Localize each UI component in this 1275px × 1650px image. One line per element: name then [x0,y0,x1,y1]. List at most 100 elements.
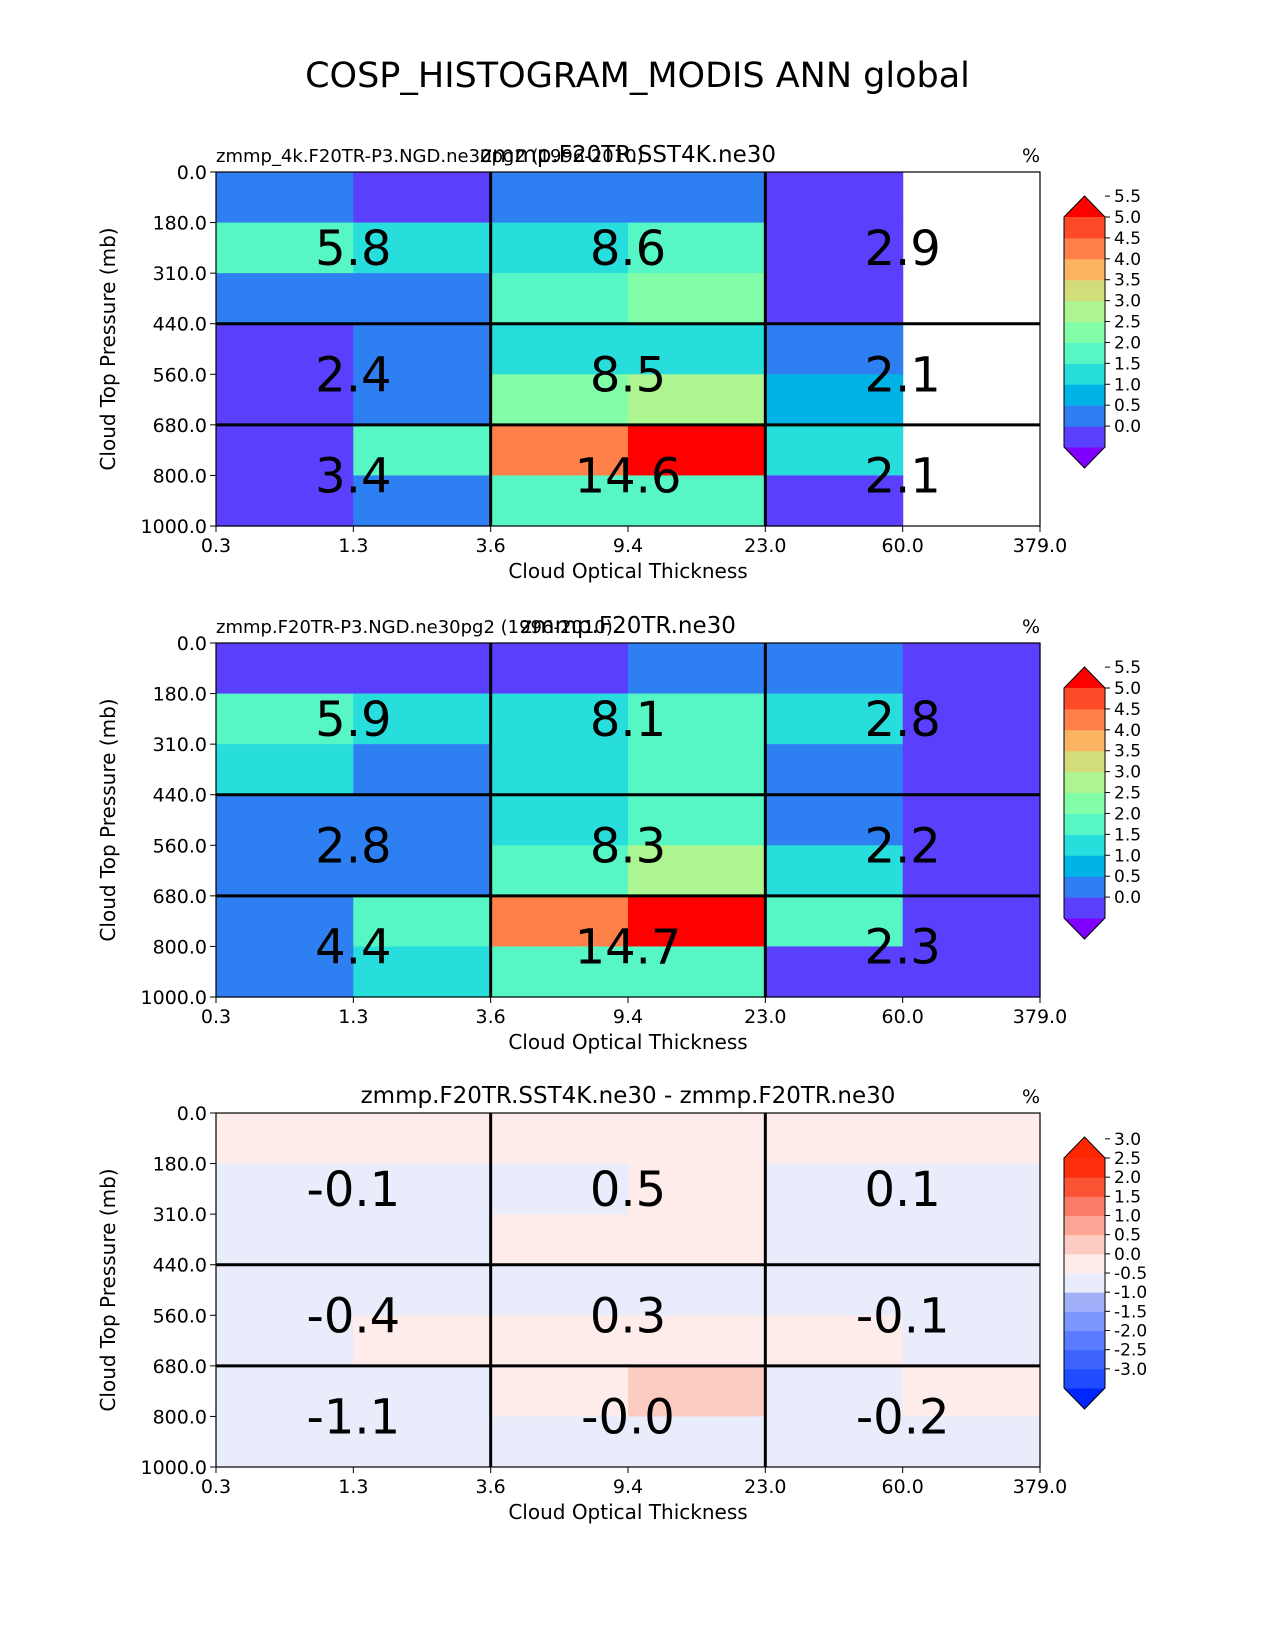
block-sum-label: 2.9 [864,221,940,277]
heatmap-cell [490,1365,629,1418]
heatmap-cell [765,1113,904,1165]
heatmap-cell [902,794,1041,846]
heatmap-cell [216,1315,354,1367]
heatmap-cell [216,424,354,477]
x-tick-label: 3.6 [476,1476,506,1498]
heatmap-cell [353,1315,492,1367]
heatmap-cell [216,946,354,998]
colorbar-tick-label: 2.5 [1114,1149,1141,1169]
heatmap-cell [216,475,354,527]
heatmap-cell [216,374,354,426]
x-tick-label: 3.6 [476,1006,506,1028]
colorbar-segment [1064,237,1105,260]
heatmap-cell [765,222,904,274]
heatmap-cell [353,475,492,527]
colorbar-segment [1064,708,1105,731]
block-sum-label: 0.3 [590,1288,666,1344]
colorbar: 5.55.04.54.03.53.02.52.01.51.00.50.0 [1063,187,1141,469]
colorbar-tick-label: 5.5 [1114,658,1141,678]
heatmap-cell [765,946,904,998]
heatmap-cell [765,693,904,745]
block-sum-label: -0.0 [581,1389,675,1445]
heatmap-cell [902,744,1041,796]
colorbar-outline [1063,666,1106,940]
heatmap-cell [490,323,629,375]
heatmap-cell [216,172,354,224]
block-sum-label: 2.8 [864,692,940,748]
units-label: % [1022,1086,1040,1108]
heatmap-cell [902,693,1041,745]
colorbar-extend-under [1064,918,1105,939]
block-sum-label: 14.6 [575,448,682,504]
block-sum-label: -0.1 [307,1162,401,1218]
y-tick-label: 680.0 [153,415,207,437]
heatmap-cell [216,1264,354,1316]
colorbar-segment [1064,688,1105,710]
heatmap-cell [765,1315,904,1367]
block-sum-label: -1.1 [307,1389,401,1445]
heatmap-cell [216,895,354,948]
colorbar-segment [1064,897,1105,919]
heatmap-cell [902,895,1041,948]
x-tick-label: 3.6 [476,535,506,557]
heatmap-cell [765,895,904,948]
heatmap-cell [353,1113,492,1165]
heatmap-cell [628,643,766,695]
heatmap-cell [765,424,904,477]
colorbar: 3.02.52.01.51.00.50.0-0.5-1.0-1.5-2.0-2.… [1063,1130,1147,1410]
colorbar-outline [1063,195,1106,469]
colorbar-segment [1064,813,1105,835]
heatmap-cell [765,374,904,426]
y-tick-label: 800.0 [153,1406,207,1428]
colorbar-tick-label: 3.0 [1114,292,1141,312]
colorbar-tick-label: 5.0 [1114,208,1141,228]
x-tick-label: 9.4 [613,1476,643,1498]
x-tick-label: 9.4 [613,535,643,557]
colorbar-segment [1064,217,1105,239]
heatmap-cell [628,172,766,224]
colorbar-segment [1064,1330,1105,1351]
heatmap-cell [628,273,766,325]
heatmap-cell [902,1264,1041,1316]
heatmap-cell [353,222,492,274]
y-tick-label: 0.0 [177,633,207,655]
heatmap-panel-1: 5.8 8.6 2.9 2.4 8.5 2.1 3.4 14.6 2.1 0.3 1.3 3.6 9.4… [96,142,1141,583]
heatmap-cell [628,1163,766,1215]
colorbar-tick-label: 3.5 [1114,742,1141,762]
heatmap-cell [902,1365,1041,1418]
x-tick-label: 379.0 [1013,1476,1067,1498]
heatmap-cell [490,845,629,897]
colorbar-extend-under [1064,447,1105,468]
colorbar-extend-over [1064,196,1105,217]
colorbar-segment [1064,1196,1105,1216]
colorbar-segment [1064,1253,1105,1274]
x-axis-label: Cloud Optical Thickness [508,1500,747,1524]
block-sum-label: 2.8 [315,818,391,874]
heatmap-cell [765,794,904,846]
heatmap-cell [353,323,492,375]
heatmap-cell [765,1416,904,1468]
colorbar-tick-label: 1.0 [1114,846,1141,866]
y-tick-label: 440.0 [153,314,207,336]
heatmap-cell [902,946,1041,998]
heatmap-cell [490,1315,629,1367]
y-tick-label: 560.0 [153,1305,207,1327]
units-label: % [1022,145,1040,167]
heatmap-cell [628,222,766,274]
heatmap-cell [353,424,492,477]
panel-subtitle: zmmp_4k.F20TR-P3.NGD.ne30pg2 (1996-2010) [216,146,644,167]
block-sum-label: 2.4 [315,347,391,403]
colorbar-tick-label: 1.5 [1114,825,1141,845]
x-tick-label: 9.4 [613,1006,643,1028]
block-sum-label: 5.8 [315,221,391,277]
units-label: % [1022,616,1040,638]
heatmap-cell [765,1365,904,1418]
heatmap-cell [490,946,629,998]
heatmap-cell [490,475,629,527]
heatmap-cell [490,172,629,224]
colorbar-tick-label: 4.0 [1114,721,1141,741]
block-sum-label: -0.2 [856,1389,950,1445]
y-tick-label: 310.0 [153,263,207,285]
colorbar-segment [1064,1215,1105,1236]
heatmap-cell [353,946,492,998]
